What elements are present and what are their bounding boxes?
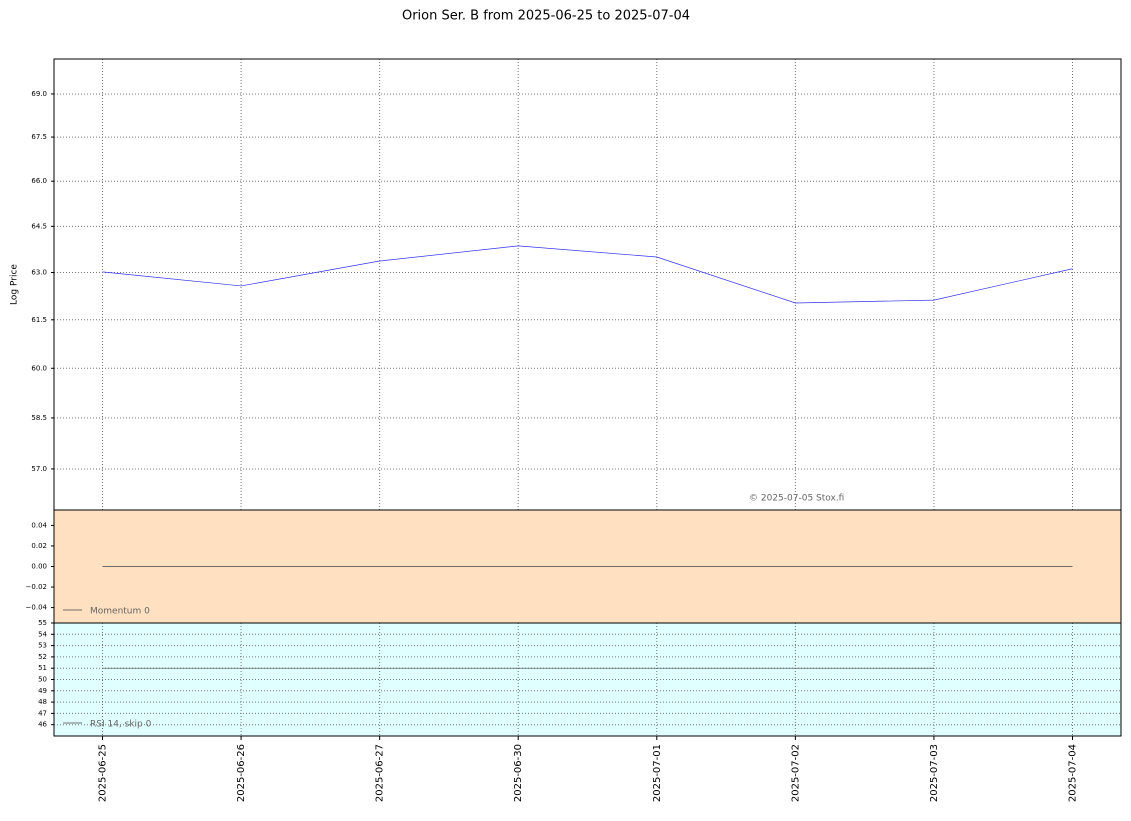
y-tick-label: 47 xyxy=(38,709,47,717)
y-tick-label: 0.02 xyxy=(31,542,47,550)
y-tick-label: 51 xyxy=(38,664,47,672)
x-tick-label: 2025-07-03 xyxy=(929,744,940,802)
x-tick-label: 2025-07-02 xyxy=(790,744,801,802)
y-tick-label: 57.0 xyxy=(31,465,47,473)
y-tick-label: 54 xyxy=(38,630,47,638)
x-tick-label: 2025-07-01 xyxy=(652,744,663,802)
y-tick-label: 66.0 xyxy=(31,177,47,185)
x-tick-label: 2025-06-27 xyxy=(375,744,386,802)
y-tick-label: 67.5 xyxy=(31,133,47,141)
y-tick-label: 46 xyxy=(38,721,47,729)
y-tick-label: 64.5 xyxy=(31,222,47,230)
watermark: © 2025-07-05 Stox.fi xyxy=(749,494,844,504)
y-tick-label: −0.04 xyxy=(26,604,48,612)
x-tick-label: 2025-06-30 xyxy=(513,744,524,802)
panel-frame xyxy=(53,622,1122,737)
x-tick-label: 2025-06-26 xyxy=(236,744,247,802)
y-tick-label: 50 xyxy=(38,676,47,684)
x-tick-label: 2025-06-25 xyxy=(98,744,109,802)
y-tick-label: 60.0 xyxy=(31,364,47,372)
y-axis-label: Log Price xyxy=(10,264,20,305)
series-line xyxy=(102,245,1073,304)
legend-label: RSI 14, skip 0 xyxy=(90,720,152,730)
y-tick-label: 69.0 xyxy=(31,90,47,98)
y-tick-label: 55 xyxy=(38,619,47,627)
x-tick-label: 2025-07-04 xyxy=(1068,744,1079,802)
legend-label: Momentum 0 xyxy=(90,607,150,617)
y-tick-label: 53 xyxy=(38,642,47,650)
chart-title: Orion Ser. B from 2025-06-25 to 2025-07-… xyxy=(402,9,690,24)
panel-background xyxy=(54,59,1121,510)
y-tick-label: 0.04 xyxy=(31,521,47,529)
y-tick-label: 48 xyxy=(38,698,47,706)
y-tick-label: 58.5 xyxy=(31,414,47,422)
y-tick-label: 49 xyxy=(38,687,47,695)
y-tick-label: −0.02 xyxy=(26,583,47,591)
y-tick-label: 52 xyxy=(38,653,47,661)
y-tick-label: 61.5 xyxy=(31,316,47,324)
y-tick-label: 63.0 xyxy=(31,269,47,277)
y-tick-label: 0.00 xyxy=(31,563,47,571)
